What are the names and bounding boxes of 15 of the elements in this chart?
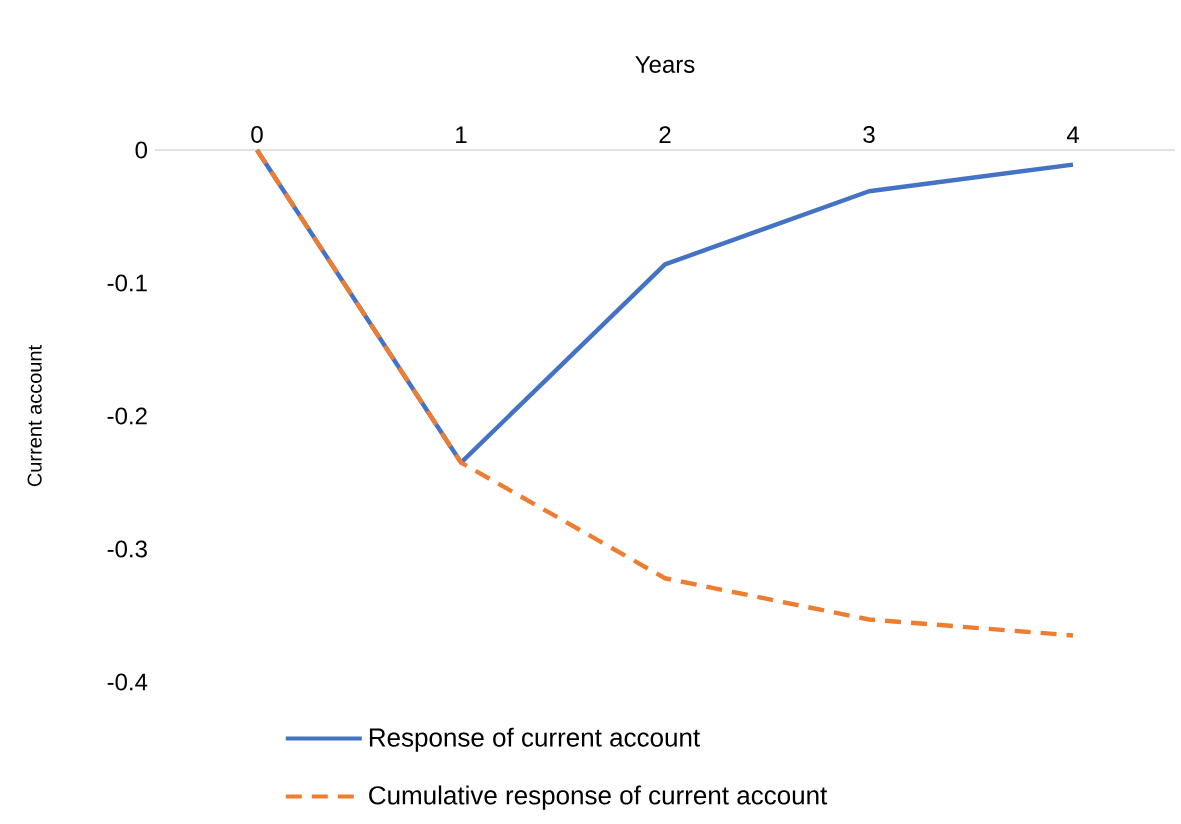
y-tick-label: 0 [135, 141, 148, 159]
y-tick-label: -0.1 [107, 274, 147, 292]
line-series [254, 147, 1076, 638]
x-tick-label: 0 [251, 125, 263, 143]
legend-label: Response of current account [369, 727, 700, 752]
y-tick-label: -0.2 [107, 407, 147, 425]
x-axis-title: Years [635, 56, 695, 73]
x-tick-label: 4 [1066, 126, 1079, 143]
y-tick-label: -0.3 [107, 540, 147, 558]
y-tick-label: -0.4 [107, 673, 148, 691]
x-tick-label: 2 [659, 126, 671, 143]
x-tick-label: 3 [863, 125, 875, 143]
x-tick-label: 1 [456, 126, 467, 143]
legend-label: Cumulative response of current account [369, 785, 828, 810]
y-axis-title: Current account [27, 345, 42, 487]
